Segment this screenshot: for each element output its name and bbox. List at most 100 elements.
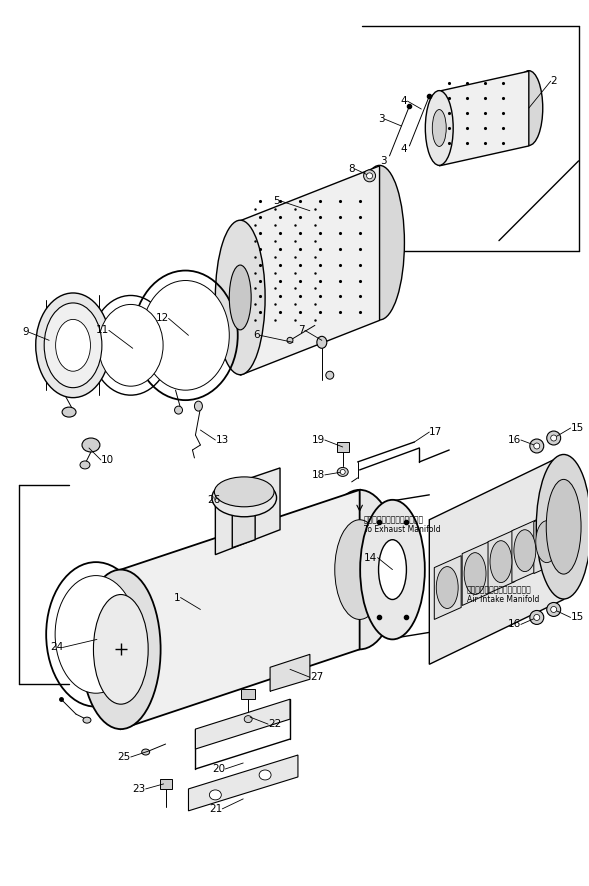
Ellipse shape [55, 319, 91, 371]
Text: 13: 13 [216, 435, 229, 445]
Polygon shape [121, 490, 360, 729]
Text: 16: 16 [508, 619, 521, 629]
Ellipse shape [366, 173, 373, 179]
Ellipse shape [320, 490, 399, 649]
Text: To Exhaust Manifold: To Exhaust Manifold [363, 525, 440, 534]
Ellipse shape [537, 455, 589, 599]
Ellipse shape [214, 477, 274, 507]
Text: 19: 19 [312, 435, 325, 445]
Ellipse shape [360, 500, 425, 640]
Polygon shape [240, 166, 379, 375]
Ellipse shape [216, 221, 265, 375]
Text: 20: 20 [212, 764, 226, 774]
Text: 24: 24 [50, 642, 63, 652]
Ellipse shape [83, 717, 91, 723]
Ellipse shape [212, 479, 277, 517]
Ellipse shape [514, 530, 536, 571]
Text: 1: 1 [174, 593, 180, 602]
Polygon shape [216, 468, 280, 555]
Ellipse shape [335, 520, 385, 619]
Text: 15: 15 [571, 423, 584, 433]
Text: 4: 4 [401, 144, 408, 154]
Ellipse shape [340, 470, 345, 474]
Text: 15: 15 [571, 612, 584, 623]
Text: 8: 8 [348, 164, 355, 174]
Ellipse shape [355, 166, 405, 320]
Ellipse shape [142, 749, 150, 755]
Polygon shape [534, 509, 561, 573]
Ellipse shape [94, 595, 148, 704]
Text: 18: 18 [312, 470, 325, 480]
Text: 22: 22 [268, 719, 282, 729]
Text: エキゾーストマニホールドへ: エキゾーストマニホールドへ [363, 516, 423, 525]
Ellipse shape [174, 406, 183, 414]
Ellipse shape [436, 567, 458, 609]
Polygon shape [488, 530, 515, 594]
Polygon shape [429, 455, 564, 664]
Text: 10: 10 [101, 455, 114, 465]
Ellipse shape [98, 305, 163, 386]
Ellipse shape [287, 338, 293, 343]
Ellipse shape [546, 479, 581, 574]
Ellipse shape [229, 265, 251, 330]
Text: 16: 16 [508, 435, 521, 445]
Text: 3: 3 [378, 114, 385, 124]
Ellipse shape [81, 570, 161, 729]
Text: 3: 3 [380, 156, 386, 166]
Polygon shape [434, 556, 461, 619]
Text: 17: 17 [429, 427, 442, 437]
Polygon shape [232, 503, 255, 548]
Ellipse shape [379, 540, 406, 600]
Ellipse shape [534, 443, 540, 449]
Text: 23: 23 [133, 784, 145, 794]
Ellipse shape [530, 610, 544, 625]
Ellipse shape [82, 438, 100, 452]
Ellipse shape [551, 435, 557, 441]
Ellipse shape [464, 553, 486, 595]
Ellipse shape [536, 521, 558, 563]
Bar [337, 442, 349, 452]
Text: 9: 9 [22, 327, 29, 338]
Polygon shape [188, 755, 298, 811]
Polygon shape [462, 541, 489, 605]
Text: 5: 5 [273, 196, 280, 206]
Ellipse shape [62, 407, 76, 417]
Text: 27: 27 [310, 672, 323, 682]
Ellipse shape [36, 293, 110, 398]
Polygon shape [196, 699, 290, 749]
Text: 26: 26 [207, 494, 220, 505]
Ellipse shape [317, 337, 327, 348]
Ellipse shape [55, 576, 137, 693]
Text: 12: 12 [155, 314, 168, 323]
Ellipse shape [432, 110, 446, 146]
Text: 7: 7 [298, 325, 305, 336]
Bar [241, 689, 255, 699]
Polygon shape [270, 655, 310, 691]
Text: 4: 4 [401, 96, 408, 106]
Ellipse shape [515, 71, 542, 145]
Text: 21: 21 [209, 804, 222, 814]
Ellipse shape [547, 602, 561, 617]
Text: 11: 11 [95, 325, 109, 336]
Ellipse shape [530, 439, 544, 453]
Ellipse shape [244, 716, 252, 723]
Ellipse shape [142, 281, 229, 390]
Ellipse shape [194, 401, 203, 411]
Ellipse shape [44, 303, 102, 388]
Ellipse shape [547, 431, 561, 445]
Text: エアーインテークマニホールド: エアーインテークマニホールド [467, 585, 532, 594]
Ellipse shape [326, 371, 334, 379]
Ellipse shape [551, 607, 557, 612]
Ellipse shape [425, 90, 453, 166]
Text: Air Intake Manifold: Air Intake Manifold [467, 595, 540, 604]
Ellipse shape [209, 790, 221, 800]
Bar [160, 779, 171, 789]
Ellipse shape [337, 468, 348, 477]
Ellipse shape [534, 615, 540, 620]
Text: 25: 25 [118, 752, 131, 762]
Polygon shape [512, 519, 539, 583]
Text: 6: 6 [253, 330, 260, 340]
Text: 14: 14 [365, 553, 378, 563]
Polygon shape [439, 71, 529, 166]
Text: 2: 2 [551, 76, 557, 86]
